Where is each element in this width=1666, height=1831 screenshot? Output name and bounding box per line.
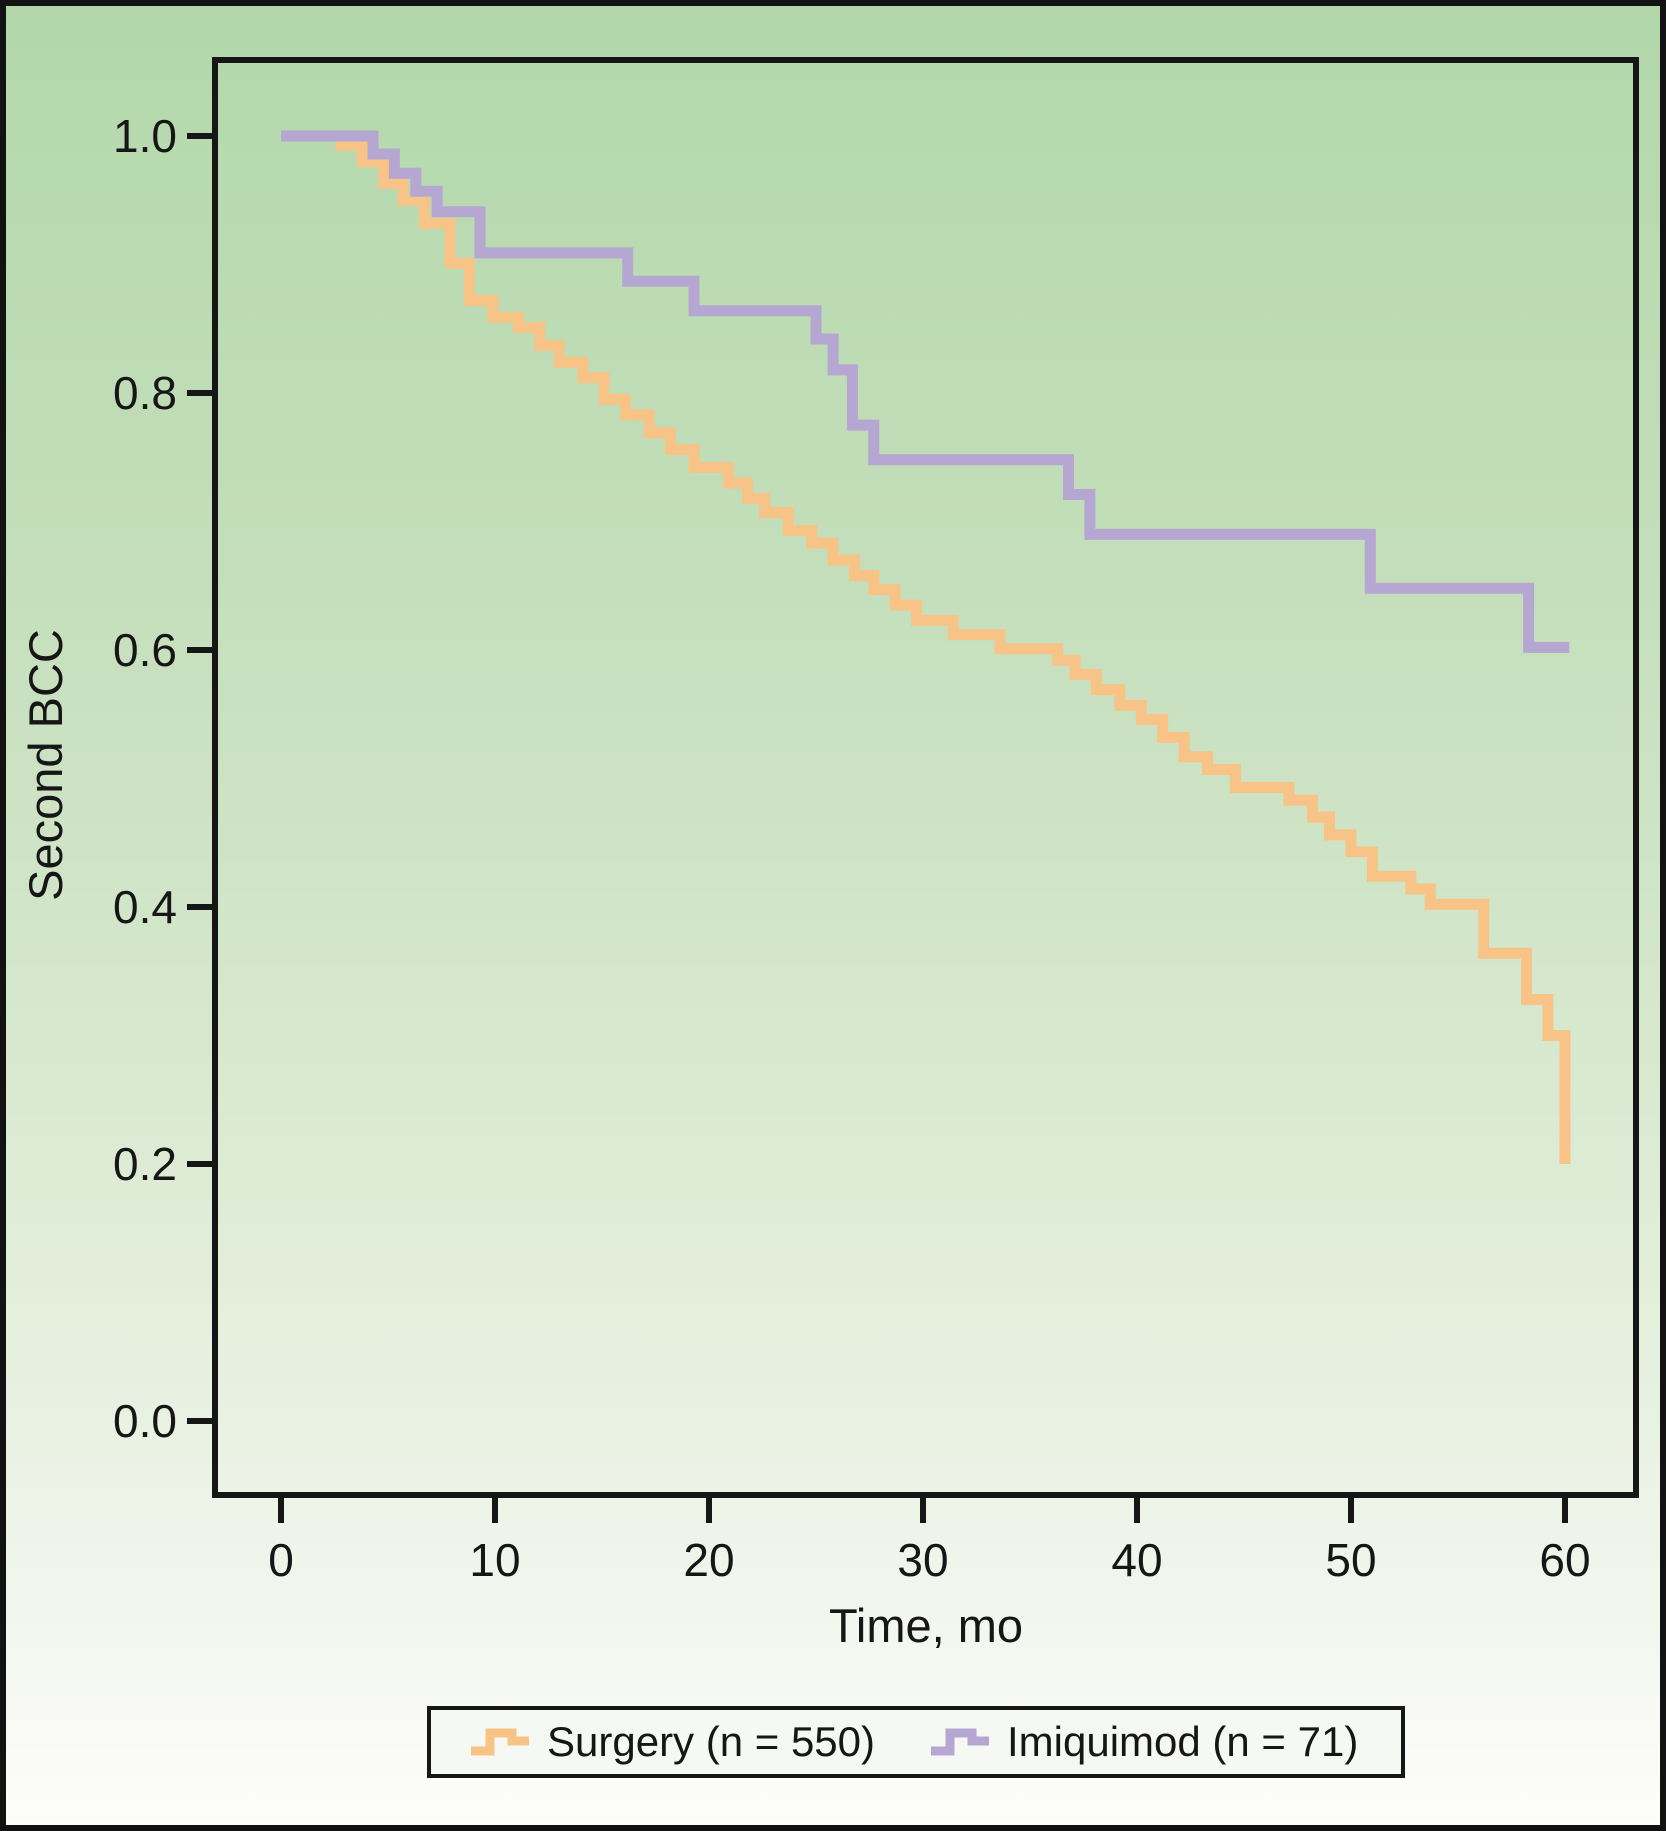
series-lines — [281, 130, 1571, 1164]
legend-label-imiquimod: Imiquimod (n = 71) — [1007, 1718, 1359, 1765]
x-tick-label: 10 — [469, 1534, 520, 1586]
legend-label-surgery: Surgery (n = 550) — [547, 1718, 876, 1765]
y-tick-label: 0.0 — [113, 1395, 177, 1447]
y-tick-label: 0.6 — [113, 624, 177, 676]
y-tick-label: 0.4 — [113, 881, 177, 933]
x-tick-label: 0 — [268, 1534, 294, 1586]
x-tick-label: 60 — [1539, 1534, 1590, 1586]
surgery-series-line — [281, 130, 1571, 1164]
y-axis-title: Second BCC — [19, 629, 72, 901]
y-axis-ticks: 1.0 0.8 0.6 0.4 0.2 0.0 — [113, 110, 215, 1447]
x-axis-title: Time, mo — [829, 1599, 1023, 1652]
x-tick-label: 50 — [1325, 1534, 1376, 1586]
legend-item-imiquimod: Imiquimod (n = 71) — [927, 1718, 1358, 1766]
legend-item-surgery: Surgery (n = 550) — [467, 1718, 875, 1766]
x-tick-label: 20 — [683, 1534, 734, 1586]
y-tick-label: 0.8 — [113, 367, 177, 419]
legend-box: Surgery (n = 550) Imiquimod (n = 71) — [427, 1706, 1405, 1778]
x-tick-label: 40 — [1111, 1534, 1162, 1586]
imiquimod-step-marker-icon — [931, 1728, 990, 1756]
surgery-step-marker-icon — [471, 1728, 529, 1756]
plot-border — [212, 57, 1639, 1498]
y-tick-label: 0.2 — [113, 1138, 177, 1190]
x-tick-label: 30 — [897, 1534, 948, 1586]
imiquimod-series-line — [281, 130, 1570, 653]
x-axis-ticks: 0 10 20 30 40 50 60 — [268, 1495, 1591, 1586]
y-tick-label: 1.0 — [113, 110, 177, 162]
